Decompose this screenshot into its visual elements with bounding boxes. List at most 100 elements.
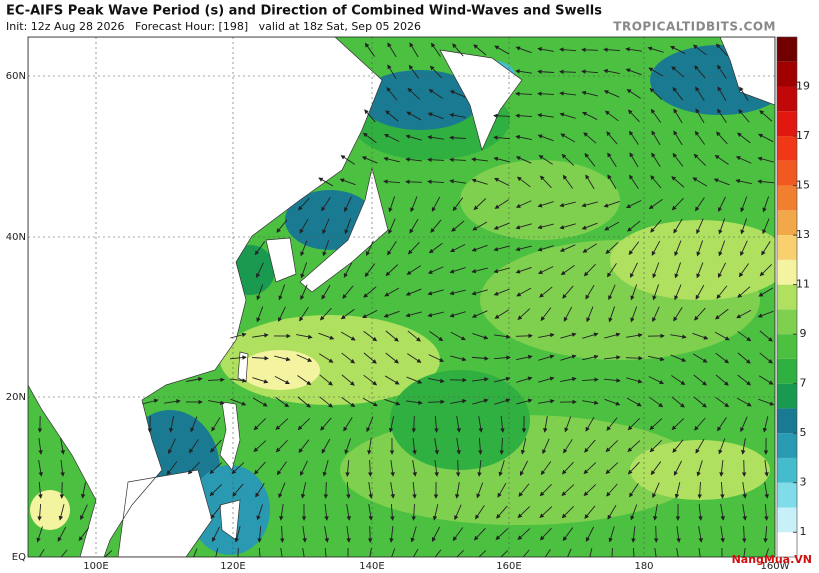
- arrow: [741, 459, 747, 477]
- arrow: [604, 398, 621, 406]
- arrow: [253, 440, 267, 453]
- arrow: [450, 399, 467, 404]
- arrow: [38, 438, 43, 455]
- arrow: [544, 549, 551, 557]
- arrow: [473, 198, 487, 211]
- arrow: [559, 112, 576, 119]
- arrow: [671, 66, 685, 78]
- arrow: [384, 375, 400, 385]
- arrow: [631, 526, 636, 543]
- arrow: [427, 311, 444, 318]
- logo: NangMua.VN: [732, 553, 812, 566]
- colorbar-segment: [777, 111, 797, 137]
- arrow: [210, 505, 222, 520]
- arrow: [603, 200, 620, 208]
- arrow: [300, 284, 308, 301]
- arrow: [387, 64, 397, 80]
- arrow: [561, 153, 575, 166]
- arrow: [302, 526, 307, 543]
- arrow: [207, 377, 225, 383]
- arrow: [230, 398, 247, 406]
- arrow: [407, 330, 421, 342]
- arrow: [366, 416, 374, 433]
- colorbar-segment: [777, 61, 797, 87]
- arrow: [515, 223, 532, 230]
- arrow: [427, 179, 445, 184]
- arrow: [627, 440, 641, 453]
- arrow: [607, 504, 617, 520]
- arrow: [606, 131, 618, 145]
- arrow: [344, 438, 352, 455]
- arrow: [627, 220, 641, 232]
- arrow: [653, 525, 659, 543]
- arrow: [515, 156, 532, 164]
- arrow: [391, 548, 396, 557]
- arrow: [717, 86, 727, 102]
- arrow: [737, 286, 751, 298]
- arrow: [324, 547, 327, 557]
- arrow: [494, 199, 509, 209]
- arrow: [300, 460, 308, 477]
- arrow: [649, 418, 663, 431]
- arrow: [698, 503, 703, 521]
- arrow: [275, 418, 289, 431]
- arrow: [560, 354, 577, 361]
- arrow: [693, 374, 707, 386]
- arrow: [449, 112, 466, 118]
- arrow: [405, 179, 423, 185]
- arrow: [366, 240, 374, 257]
- arrow: [625, 68, 642, 76]
- lat-label: 20N: [6, 392, 26, 403]
- arrow: [715, 43, 728, 57]
- arrow: [449, 311, 466, 318]
- arrow: [278, 482, 286, 499]
- lat-label: EQ: [12, 552, 26, 563]
- colorbar-segment: [777, 334, 797, 359]
- colorbar-segment: [777, 457, 797, 483]
- arrow: [188, 439, 199, 454]
- arrow: [539, 175, 552, 189]
- arrow: [296, 334, 313, 340]
- arrow: [449, 267, 466, 274]
- arrow: [364, 263, 376, 278]
- arrow: [60, 460, 65, 477]
- lon-label: 160E: [496, 561, 521, 572]
- arrow: [695, 197, 705, 212]
- arrow: [605, 242, 619, 255]
- arrow: [367, 459, 373, 477]
- arrow: [367, 438, 372, 455]
- arrow: [562, 174, 574, 189]
- arrow: [471, 310, 488, 318]
- arrow: [296, 354, 313, 362]
- arrow: [763, 525, 768, 543]
- wave-direction-arrows: [36, 42, 775, 557]
- arrow: [764, 460, 769, 477]
- arrow: [759, 264, 772, 277]
- arrow: [256, 306, 264, 323]
- arrow: [542, 438, 550, 455]
- arrow: [517, 506, 531, 519]
- arrow: [538, 155, 553, 165]
- colorbar-frame: [776, 36, 798, 558]
- arrow: [60, 438, 65, 455]
- colorbar-segment: [777, 37, 797, 62]
- arrow: [585, 174, 595, 190]
- arrow: [758, 133, 774, 143]
- colorbar-segment: [777, 284, 797, 310]
- arrow: [37, 503, 42, 521]
- arrow: [278, 284, 286, 301]
- arrow: [389, 525, 394, 543]
- arrow: [538, 266, 554, 274]
- arrow: [450, 243, 466, 253]
- arrow: [515, 69, 532, 74]
- arrow: [385, 110, 399, 122]
- arrow: [539, 286, 553, 298]
- arrow: [737, 330, 752, 342]
- arrow: [427, 266, 444, 274]
- arrow: [210, 439, 222, 453]
- arrow: [539, 484, 552, 497]
- arrow: [647, 46, 664, 53]
- colorbar-segment: [777, 507, 797, 533]
- colorbar-segment: [777, 532, 797, 557]
